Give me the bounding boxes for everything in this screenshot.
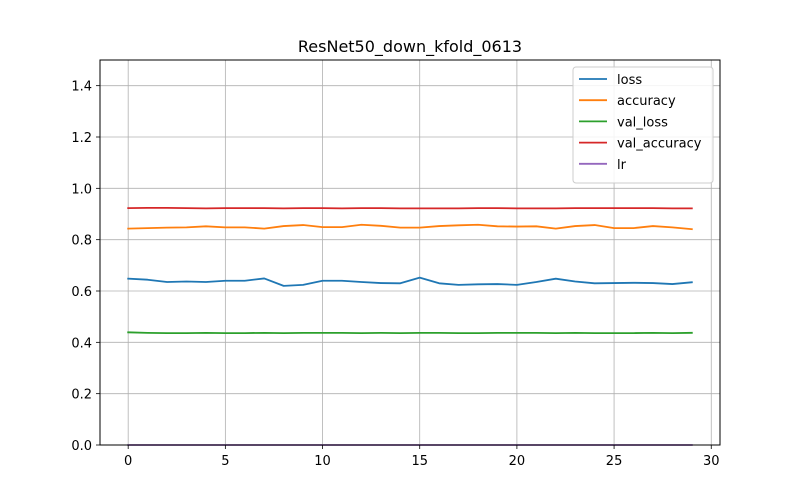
x-tick-label: 15 bbox=[411, 454, 428, 469]
series-line-loss bbox=[127, 276, 693, 287]
y-tick-label: 1.2 bbox=[71, 131, 92, 146]
x-tick-label: 5 bbox=[221, 454, 229, 469]
legend-label: accuracy bbox=[617, 94, 676, 109]
y-tick-label: 0.2 bbox=[71, 388, 92, 403]
series-line-val-loss bbox=[127, 331, 693, 334]
chart-title: ResNet50_down_kfold_0613 bbox=[298, 37, 522, 57]
legend-box bbox=[572, 66, 714, 184]
y-axis: 0.0 0.2 0.4 0.6 0.8 1.0 1.2 1.4 bbox=[71, 80, 100, 454]
y-tick-label: 0.6 bbox=[71, 285, 92, 300]
plot-area-frame bbox=[99, 59, 721, 446]
legend-label: val_loss bbox=[617, 115, 668, 130]
legend-label: loss bbox=[617, 73, 642, 88]
x-axis: 0 5 10 15 20 25 30 bbox=[124, 445, 720, 469]
y-tick-label: 0.8 bbox=[71, 234, 92, 249]
y-tick-label: 0.4 bbox=[71, 336, 92, 351]
y-tick-label: 1.4 bbox=[71, 80, 92, 95]
legend-label: val_accuracy bbox=[617, 137, 702, 152]
legend-label: lr bbox=[617, 158, 627, 173]
y-tick-label: 0.0 bbox=[71, 439, 92, 454]
x-tick-label: 20 bbox=[509, 454, 526, 469]
x-tick-label: 0 bbox=[124, 454, 132, 469]
x-tick-label: 30 bbox=[703, 454, 720, 469]
series-line-val-accuracy bbox=[127, 206, 693, 210]
x-tick-label: 25 bbox=[606, 454, 623, 469]
x-tick-label: 10 bbox=[314, 454, 331, 469]
y-tick-label: 1.0 bbox=[71, 182, 92, 197]
series-line-accuracy bbox=[127, 223, 693, 231]
